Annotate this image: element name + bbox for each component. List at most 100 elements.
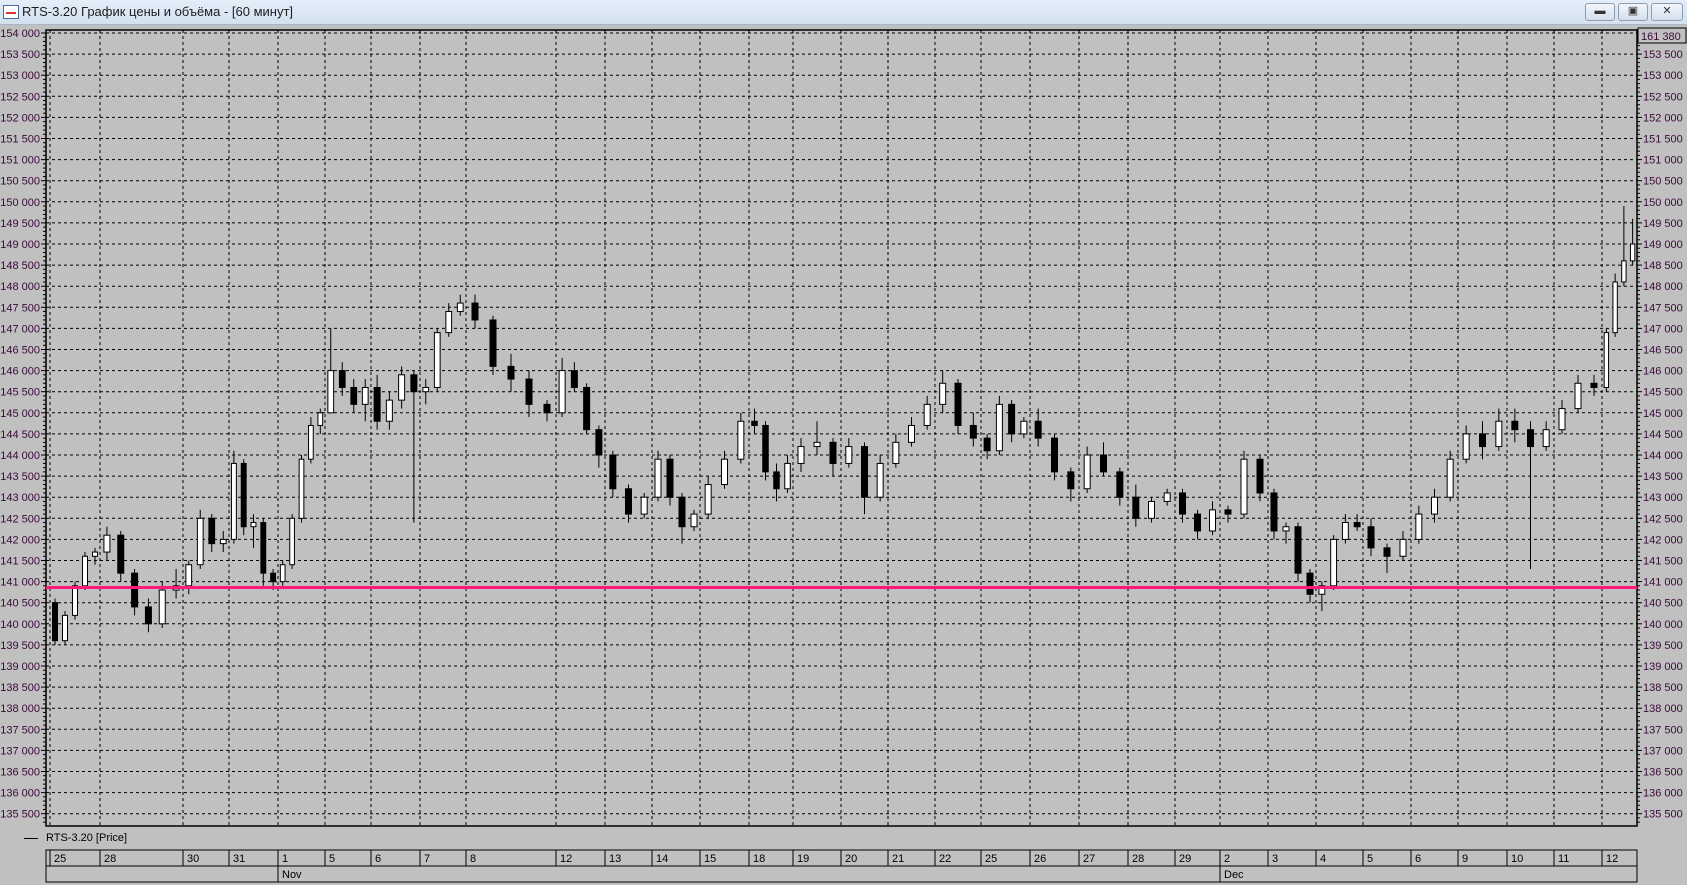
candle-body bbox=[773, 471, 780, 490]
day-label: 5 bbox=[329, 853, 335, 865]
y-tick-label-left: 140 000 bbox=[0, 619, 40, 631]
y-tick-label-right: 138 500 bbox=[1643, 682, 1683, 694]
candle-body bbox=[861, 446, 868, 498]
maximize-icon: ▣ bbox=[1627, 5, 1639, 17]
candle-body bbox=[892, 441, 900, 464]
y-tick-label-left: 139 000 bbox=[0, 661, 40, 673]
candle-body bbox=[1020, 420, 1028, 435]
y-tick-label-left: 153 000 bbox=[0, 70, 40, 82]
candle-body bbox=[829, 441, 837, 464]
day-label: 20 bbox=[845, 853, 857, 865]
candle-body bbox=[1511, 420, 1519, 431]
candle-body bbox=[678, 496, 686, 528]
y-tick-label-left: 139 500 bbox=[0, 640, 40, 652]
candle-body bbox=[1367, 526, 1375, 549]
day-label: 22 bbox=[939, 853, 951, 865]
month-label: Dec bbox=[1224, 869, 1244, 881]
candle-body bbox=[317, 412, 324, 426]
y-tick-label-right: 136 500 bbox=[1643, 767, 1683, 779]
day-label: 25 bbox=[985, 853, 997, 865]
y-tick-label-right: 146 500 bbox=[1643, 345, 1683, 357]
candle-body bbox=[350, 386, 358, 405]
y-tick-label-right: 147 500 bbox=[1643, 302, 1683, 314]
candle-body bbox=[52, 602, 58, 642]
candle-body bbox=[845, 446, 853, 464]
candle-body bbox=[923, 403, 931, 426]
candle-body bbox=[62, 614, 68, 642]
candle-body bbox=[583, 386, 591, 431]
day-label: 15 bbox=[704, 853, 716, 865]
y-tick-label-left: 149 500 bbox=[0, 218, 40, 230]
y-tick-label-left: 141 500 bbox=[0, 556, 40, 568]
y-tick-label-left: 144 500 bbox=[0, 429, 40, 441]
y-tick-label-right: 136 000 bbox=[1643, 788, 1683, 800]
candle-body bbox=[208, 517, 216, 545]
day-label: 1 bbox=[282, 853, 288, 865]
candle-body bbox=[445, 311, 453, 334]
y-tick-label-left: 148 000 bbox=[0, 281, 40, 293]
y-tick-label-left: 154 000 bbox=[0, 28, 40, 40]
day-label: 30 bbox=[187, 853, 199, 865]
candle-body bbox=[983, 437, 991, 452]
day-label: 18 bbox=[753, 853, 765, 865]
y-tick-label-left: 150 000 bbox=[0, 197, 40, 209]
candle-body bbox=[1270, 492, 1278, 532]
candle-body bbox=[1256, 458, 1264, 494]
candle-body bbox=[117, 534, 125, 574]
candle-body bbox=[260, 522, 267, 574]
candle-body bbox=[1318, 585, 1326, 595]
y-tick-label-right: 143 500 bbox=[1643, 471, 1683, 483]
y-tick-label-left: 145 500 bbox=[0, 387, 40, 399]
candle-body bbox=[92, 551, 98, 557]
candle-body bbox=[270, 572, 277, 583]
candle-body bbox=[1399, 538, 1407, 557]
chart-app-icon bbox=[3, 5, 19, 19]
candle-body bbox=[1353, 522, 1361, 528]
candle-body bbox=[1629, 243, 1636, 262]
candle-body bbox=[1132, 496, 1140, 519]
candle-body bbox=[196, 517, 204, 566]
day-label: 28 bbox=[104, 853, 116, 865]
y-tick-label-left: 147 000 bbox=[0, 323, 40, 335]
month-label: Nov bbox=[282, 869, 302, 881]
candle-body bbox=[1542, 429, 1550, 448]
y-tick-label-left: 145 000 bbox=[0, 408, 40, 420]
candle-body bbox=[1282, 526, 1290, 532]
candle-body bbox=[751, 420, 758, 426]
close-button[interactable]: ✕ bbox=[1651, 3, 1683, 21]
candle-body bbox=[558, 370, 566, 414]
y-tick-label-left: 153 500 bbox=[0, 49, 40, 61]
candle-body bbox=[1034, 420, 1042, 439]
candle-body bbox=[1479, 433, 1486, 448]
candle-body bbox=[489, 319, 497, 367]
y-tick-label-left: 146 500 bbox=[0, 345, 40, 357]
maximize-button[interactable]: ▣ bbox=[1618, 3, 1648, 21]
candle-body bbox=[1100, 454, 1107, 473]
minimize-button[interactable]: ▬ bbox=[1585, 3, 1615, 21]
candle-body bbox=[654, 458, 662, 498]
day-label: 12 bbox=[1606, 853, 1618, 865]
y-tick-label-left: 135 500 bbox=[0, 809, 40, 821]
y-tick-label-left: 136 500 bbox=[0, 767, 40, 779]
day-label: 4 bbox=[1320, 853, 1326, 865]
candle-body bbox=[433, 332, 441, 388]
y-tick-label-right: 139 000 bbox=[1643, 661, 1683, 673]
y-tick-label-right: 151 500 bbox=[1643, 134, 1683, 146]
y-tick-label-right: 153 500 bbox=[1643, 49, 1683, 61]
day-label: 12 bbox=[560, 853, 572, 865]
day-label: 3 bbox=[1272, 853, 1278, 865]
y-tick-label-right: 135 500 bbox=[1643, 809, 1683, 821]
current-value-box bbox=[1637, 27, 1687, 44]
candle-body bbox=[704, 484, 712, 515]
y-tick-label-right: 148 000 bbox=[1643, 281, 1683, 293]
y-tick-label-left: 136 000 bbox=[0, 788, 40, 800]
candle-body bbox=[969, 424, 977, 439]
y-tick-label-left: 137 000 bbox=[0, 745, 40, 757]
candle-body bbox=[625, 488, 632, 515]
day-label: 10 bbox=[1511, 853, 1523, 865]
candle-body bbox=[410, 374, 418, 393]
day-label: 28 bbox=[1132, 853, 1144, 865]
candle-body bbox=[1083, 454, 1091, 490]
y-tick-label-right: 142 500 bbox=[1643, 513, 1683, 525]
